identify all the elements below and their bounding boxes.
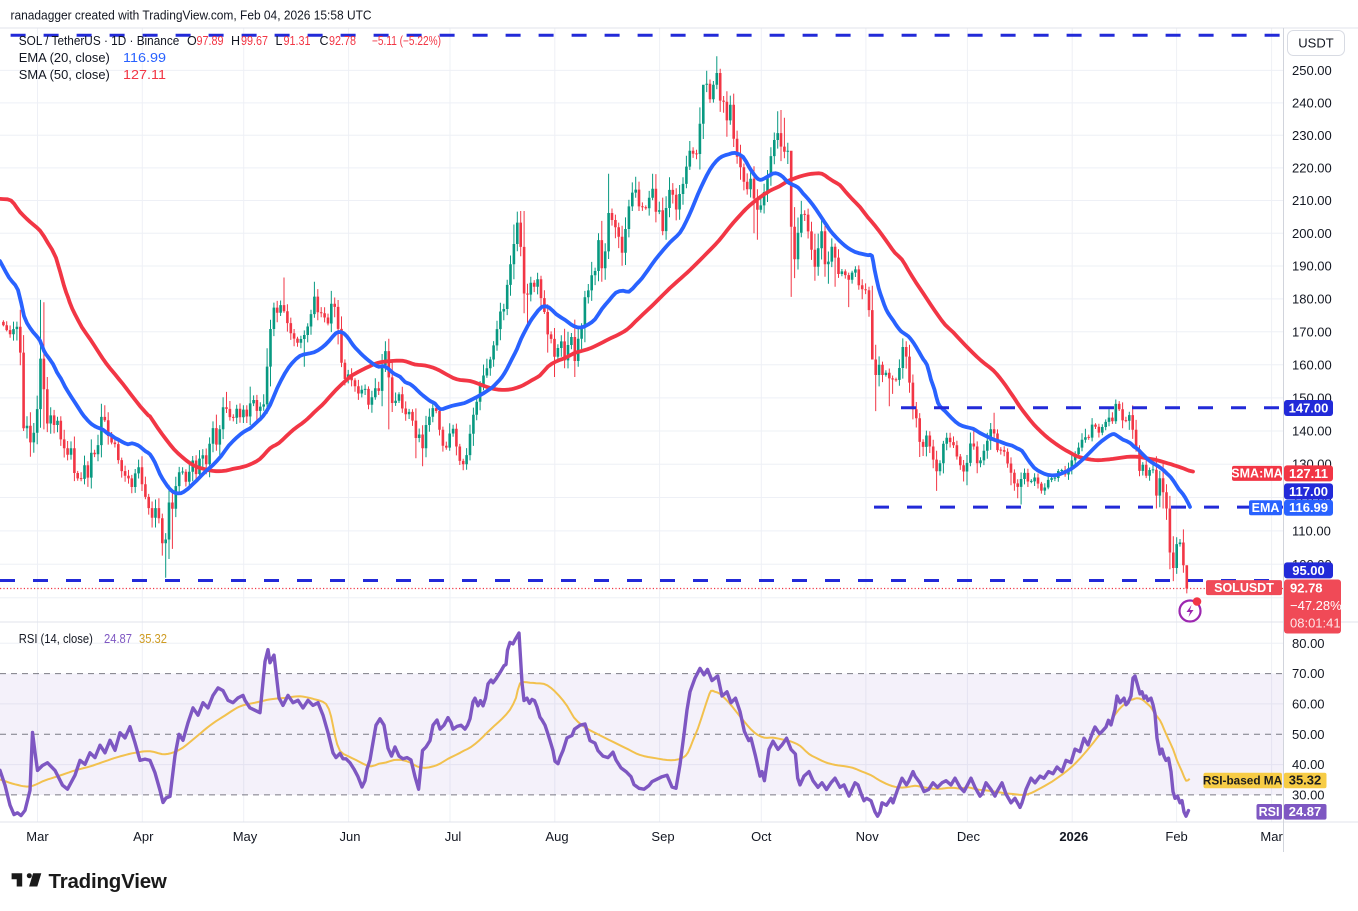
- svg-text:30.00: 30.00: [1292, 787, 1325, 802]
- svg-text:Apr: Apr: [133, 829, 154, 844]
- svg-text:08:01:41: 08:01:41: [1290, 616, 1341, 631]
- svg-text:SMA (50, close): SMA (50, close): [19, 68, 110, 82]
- svg-text:190.00: 190.00: [1292, 259, 1332, 274]
- svg-text:91.31: 91.31: [284, 34, 311, 48]
- svg-text:180.00: 180.00: [1292, 291, 1332, 306]
- svg-text:Mar: Mar: [26, 829, 49, 844]
- svg-text:110.00: 110.00: [1292, 523, 1331, 538]
- svg-text:170.00: 170.00: [1292, 324, 1332, 339]
- svg-text:TradingView: TradingView: [49, 870, 167, 893]
- svg-text:35.32: 35.32: [1289, 773, 1322, 788]
- svg-text:80.00: 80.00: [1292, 636, 1325, 651]
- svg-text:40.00: 40.00: [1292, 757, 1325, 772]
- svg-text:160.00: 160.00: [1292, 357, 1332, 372]
- svg-text:May: May: [233, 829, 258, 844]
- svg-text:SOL / TetherUS · 1D · Binance: SOL / TetherUS · 1D · Binance: [19, 34, 180, 48]
- svg-text:Feb: Feb: [1165, 829, 1187, 844]
- svg-text:RSI (14, close): RSI (14, close): [19, 632, 93, 646]
- svg-text:210.00: 210.00: [1292, 193, 1332, 208]
- svg-text:C: C: [320, 34, 329, 48]
- svg-text:USDT: USDT: [1298, 36, 1333, 51]
- svg-text:EMA: EMA: [1252, 501, 1280, 515]
- svg-text:2026: 2026: [1059, 829, 1088, 844]
- svg-text:SOLUSDT: SOLUSDT: [1214, 581, 1274, 595]
- svg-text:127.11: 127.11: [123, 68, 166, 82]
- svg-text:−5.11 (−5.22%): −5.11 (−5.22%): [372, 34, 441, 48]
- svg-text:60.00: 60.00: [1292, 696, 1325, 711]
- svg-text:220.00: 220.00: [1292, 160, 1332, 175]
- svg-text:SMA:MA: SMA:MA: [1231, 467, 1282, 481]
- svg-text:EMA (20, close): EMA (20, close): [19, 51, 110, 65]
- svg-text:RSI-based MA: RSI-based MA: [1203, 774, 1283, 788]
- svg-text:147.00: 147.00: [1289, 401, 1329, 416]
- svg-text:Mar: Mar: [1260, 829, 1283, 844]
- svg-text:Sep: Sep: [651, 829, 674, 844]
- svg-text:Jun: Jun: [340, 829, 361, 844]
- svg-text:Oct: Oct: [751, 829, 772, 844]
- svg-text:24.87: 24.87: [1289, 804, 1322, 819]
- svg-text:240.00: 240.00: [1292, 95, 1332, 110]
- svg-text:O: O: [187, 34, 197, 48]
- svg-text:92.78: 92.78: [1290, 580, 1323, 595]
- svg-text:230.00: 230.00: [1292, 128, 1332, 143]
- svg-text:117.00: 117.00: [1289, 484, 1328, 499]
- svg-text:200.00: 200.00: [1292, 226, 1332, 241]
- svg-text:116.99: 116.99: [1289, 500, 1328, 515]
- svg-text:35.32: 35.32: [139, 632, 167, 646]
- svg-text:L: L: [276, 34, 283, 48]
- svg-text:70.00: 70.00: [1292, 666, 1325, 681]
- svg-text:99.67: 99.67: [241, 34, 268, 48]
- svg-text:RSI: RSI: [1259, 805, 1280, 819]
- svg-text:50.00: 50.00: [1292, 727, 1325, 742]
- svg-text:92.78: 92.78: [329, 34, 356, 48]
- svg-text:97.89: 97.89: [197, 34, 224, 48]
- svg-text:140.00: 140.00: [1292, 424, 1332, 439]
- svg-text:116.99: 116.99: [123, 51, 166, 65]
- svg-text:127.11: 127.11: [1289, 466, 1328, 481]
- svg-text:250.00: 250.00: [1292, 63, 1332, 78]
- svg-text:24.87: 24.87: [104, 632, 132, 646]
- svg-text:Dec: Dec: [957, 829, 981, 844]
- svg-text:Nov: Nov: [856, 829, 880, 844]
- svg-text:Aug: Aug: [545, 829, 568, 844]
- svg-text:Jul: Jul: [445, 829, 462, 844]
- svg-text:H: H: [231, 34, 240, 48]
- svg-text:95.00: 95.00: [1292, 563, 1325, 578]
- svg-text:−47.28%: −47.28%: [1290, 598, 1342, 613]
- svg-text:ranadagger created with Tradin: ranadagger created with TradingView.com,…: [11, 8, 372, 23]
